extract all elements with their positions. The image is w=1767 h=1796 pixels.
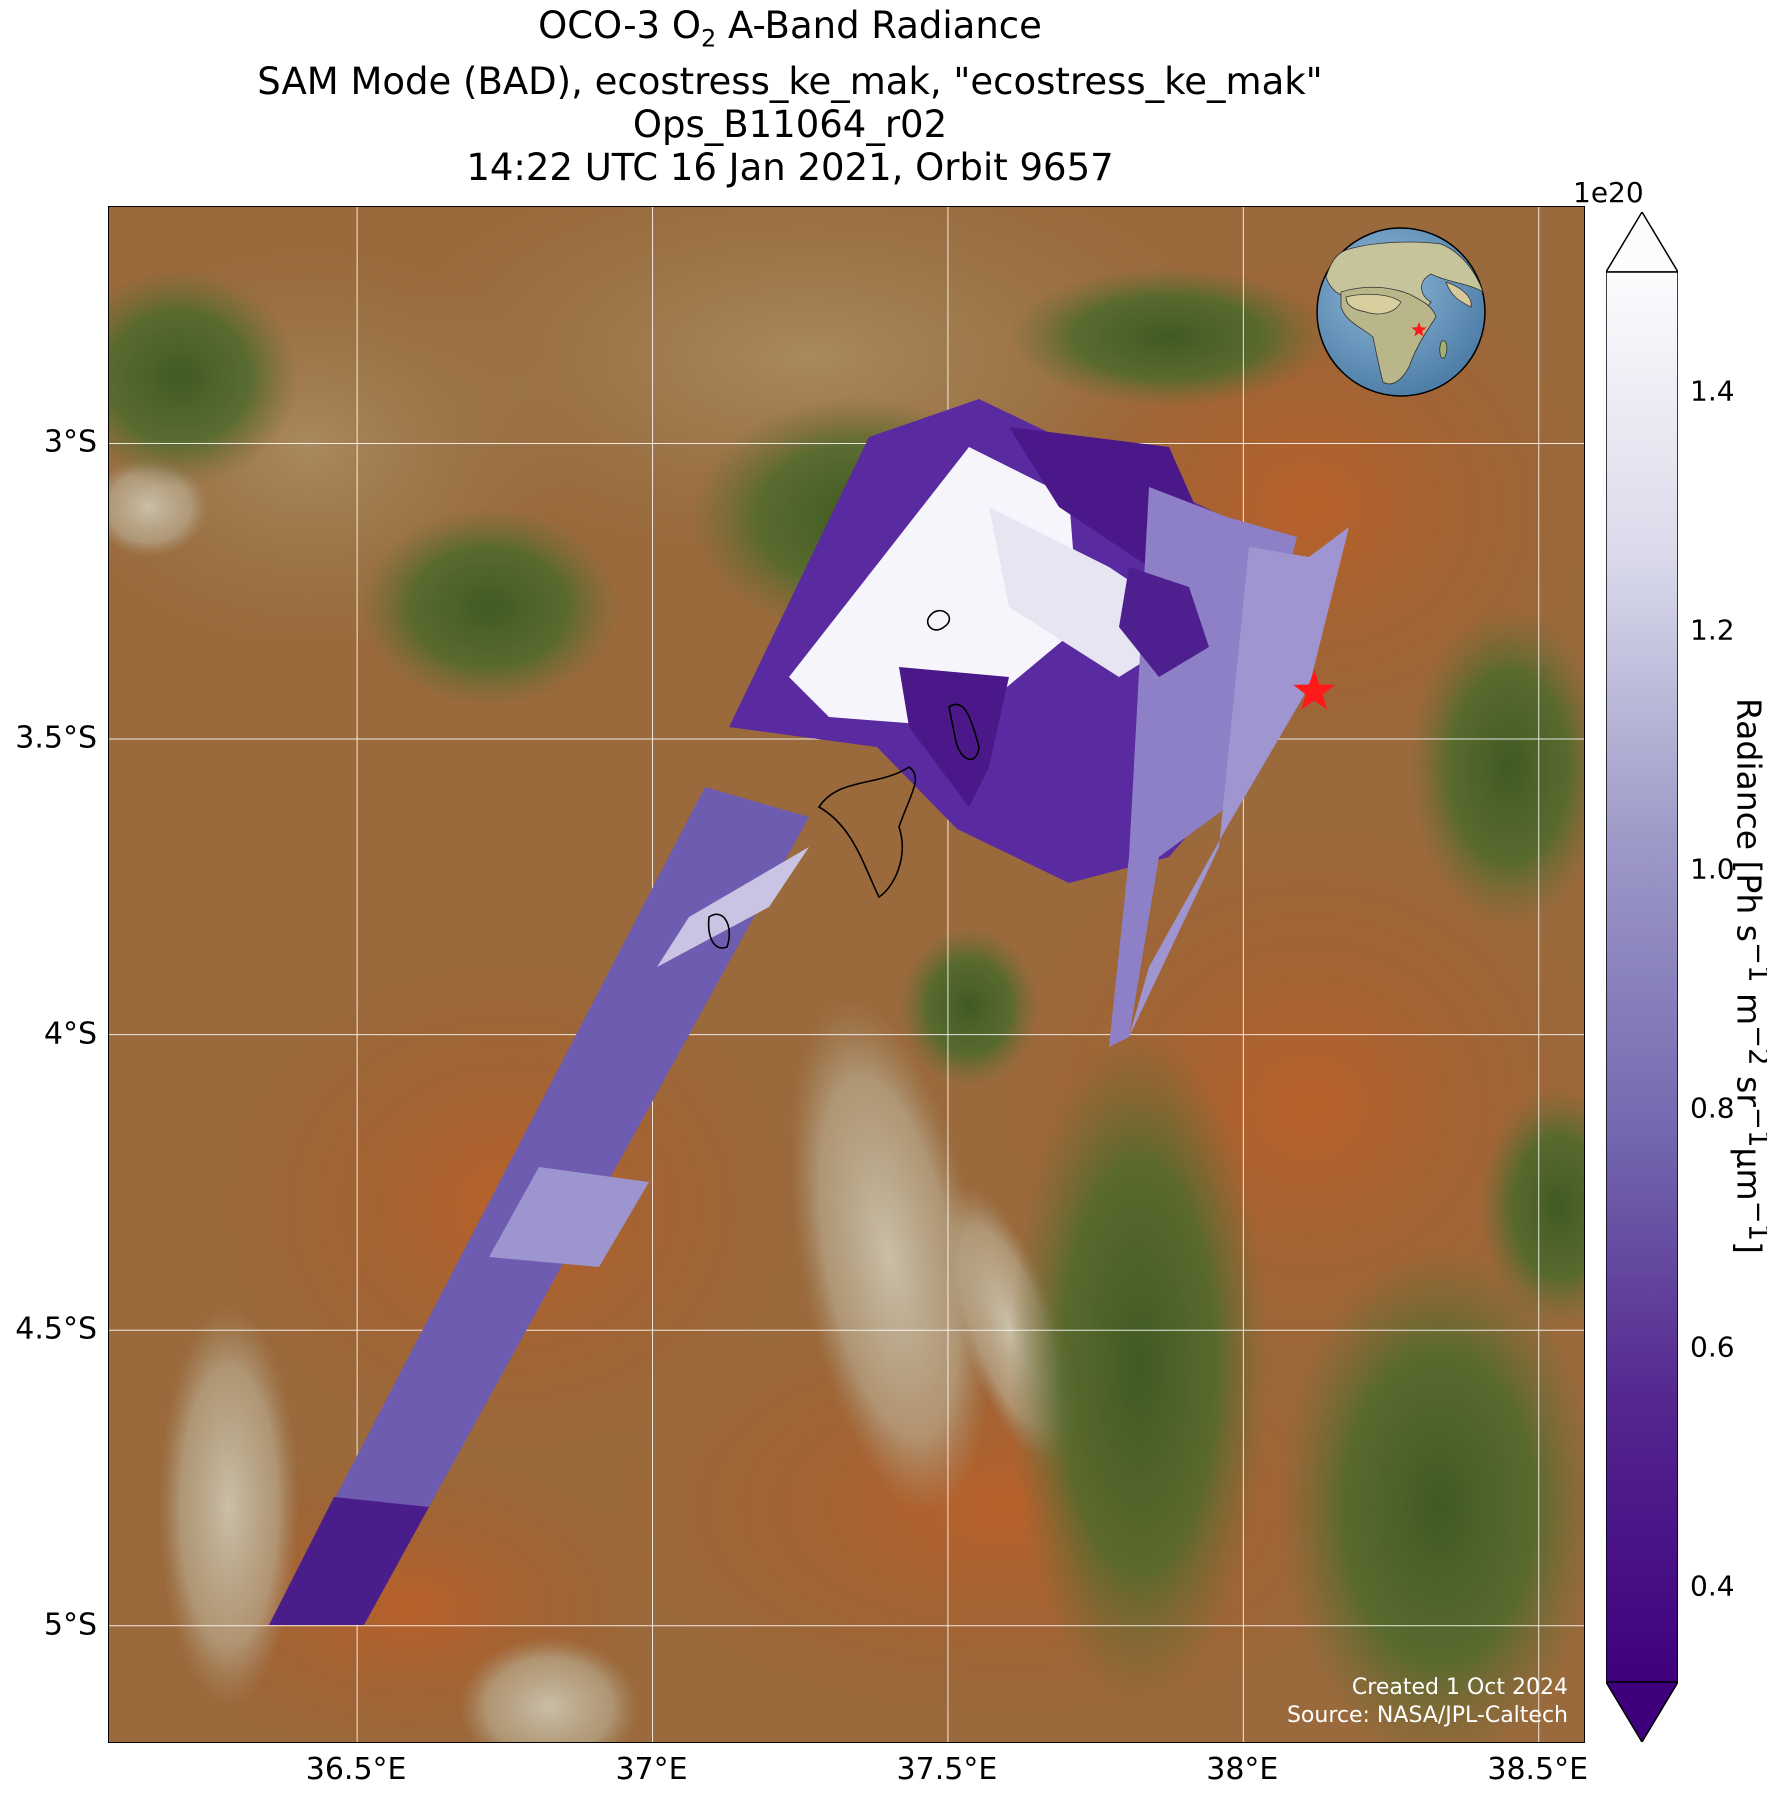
title-line-4: 14:22 UTC 16 Jan 2021, Orbit 9657	[466, 146, 1114, 190]
lon-tick-label-0: 36.5°E	[305, 1752, 407, 1787]
colorbar-exponent: 1e20	[1573, 176, 1644, 209]
target-star-marker[interactable]	[1293, 669, 1336, 710]
map-panel[interactable]: Created 1 Oct 2024 Source: NASA/JPL-Calt…	[108, 206, 1585, 1743]
colorbar-gradient	[1606, 271, 1678, 1683]
swath-east-dark	[1119, 567, 1209, 677]
lat-tick-label-0: 3°S	[43, 424, 97, 460]
colorbar-extend-max	[1606, 212, 1678, 273]
colorbar-extend-min	[1606, 1681, 1678, 1742]
swath-south-strip[interactable]	[269, 787, 809, 1625]
lon-tick-label-2: 37.5°E	[896, 1752, 998, 1787]
map-canvas[interactable]	[109, 207, 1585, 1743]
colorbar-tick-label-1: 0.6	[1690, 1330, 1735, 1364]
title-line-3: Ops_B11064_r02	[632, 103, 948, 147]
swath-central-block[interactable]	[729, 399, 1229, 883]
title-line-2: SAM Mode (BAD), ecostress_ke_mak, "ecost…	[257, 60, 1323, 104]
lon-tick-label-1: 37°E	[615, 1752, 688, 1787]
swath-south-strip-mid	[489, 1167, 649, 1267]
lake-contours	[707, 610, 980, 949]
swath-east-outer	[1129, 527, 1349, 1037]
title-line-1: OCO-3 O2 A-Band Radiance	[538, 4, 1042, 53]
radiance-swaths[interactable]	[269, 399, 1349, 1625]
lon-tick-label-3: 38°E	[1206, 1752, 1279, 1787]
data-source: Source: NASA/JPL-Caltech	[1286, 1703, 1568, 1728]
colorbar-label: Radiance [Ph s−1 m−2 sr−1µm−1]	[1729, 697, 1767, 1255]
credits-block: Created 1 Oct 2024 Source: NASA/JPL-Calt…	[1287, 1674, 1568, 1730]
lat-tick-label-1: 3.5°S	[15, 720, 97, 756]
inset-globe[interactable]	[1316, 227, 1486, 397]
colorbar[interactable]	[1606, 212, 1678, 1742]
colorbar-tick-label-2: 0.8	[1690, 1091, 1735, 1125]
swath-south-strip-upper	[657, 847, 809, 967]
inset-globe-land	[1325, 241, 1484, 385]
inset-globe-target-marker	[1411, 322, 1427, 337]
terrain-texture	[109, 207, 1584, 1742]
created-date: Created 1 Oct 2024	[1351, 1675, 1568, 1700]
lat-tick-label-2: 4°S	[43, 1016, 97, 1052]
colorbar-tick-label-4: 1.2	[1690, 613, 1735, 647]
lat-tick-label-3: 4.5°S	[15, 1311, 97, 1347]
colorbar-tick-label-3: 1.0	[1690, 852, 1735, 886]
swath-south-strip-lower	[269, 1497, 429, 1625]
colorbar-tick-label-0: 0.4	[1690, 1569, 1735, 1603]
swath-central-dark-2	[899, 667, 1009, 807]
colorbar-tick-label-5: 1.4	[1690, 374, 1735, 408]
swath-east-strips[interactable]	[1109, 487, 1349, 1047]
lat-tick-label-4: 5°S	[43, 1607, 97, 1643]
lon-tick-label-4: 38.5°E	[1487, 1752, 1589, 1787]
figure-title: OCO-3 O2 A-Band Radiance SAM Mode (BAD),…	[0, 4, 1580, 189]
